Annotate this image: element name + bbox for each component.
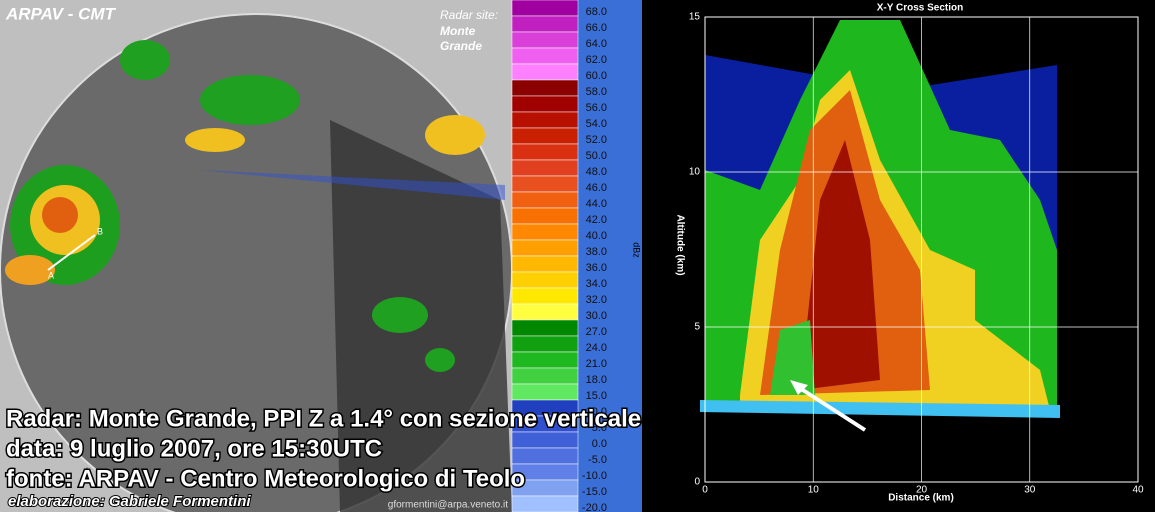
scale-label: 21.0 bbox=[586, 358, 607, 370]
scale-unit: dBz bbox=[632, 242, 642, 258]
y-tick-label: 15 bbox=[689, 12, 701, 23]
scale-label: 0.0 bbox=[592, 438, 607, 450]
x-tick-label: 40 bbox=[1132, 485, 1144, 496]
scale-swatch bbox=[511, 431, 579, 449]
site-name: Monte bbox=[440, 24, 476, 38]
section-echoes bbox=[700, 20, 1060, 418]
site-name: Grande bbox=[440, 39, 482, 53]
scale-swatch bbox=[511, 351, 579, 369]
scale-swatch bbox=[511, 271, 579, 289]
point-label: A bbox=[48, 270, 54, 280]
x-tick-label: 30 bbox=[1024, 485, 1036, 496]
scale-label: 15.0 bbox=[586, 390, 607, 402]
scale-label: 30.0 bbox=[586, 310, 607, 322]
scale-label: 10.0 bbox=[586, 406, 607, 418]
scale-swatch bbox=[511, 495, 579, 512]
scale-swatch bbox=[511, 319, 579, 337]
arrow-head bbox=[790, 380, 808, 395]
scale-swatch bbox=[511, 63, 579, 81]
scale-swatch bbox=[511, 367, 579, 385]
scale-label: 50.0 bbox=[586, 150, 607, 162]
caption-line: fonte: ARPAV - Centro Meteorologico di T… bbox=[6, 465, 525, 492]
scale-label: 68.0 bbox=[586, 6, 607, 18]
scale-label: 38.0 bbox=[586, 246, 607, 258]
scale-label: 64.0 bbox=[586, 38, 607, 50]
scale-label: 42.0 bbox=[586, 214, 607, 226]
scale-swatch bbox=[511, 31, 579, 49]
y-tick-label: 10 bbox=[689, 167, 701, 178]
x-axis-label: Distance (km) bbox=[888, 493, 954, 504]
email: gformentini@arpa.veneto.it bbox=[388, 500, 508, 511]
scale-label: 18.0 bbox=[586, 374, 607, 386]
scale-swatch bbox=[511, 335, 579, 353]
x-tick-label: 0 bbox=[702, 485, 708, 496]
y-tick-label: 0 bbox=[694, 477, 700, 488]
scale-label: 62.0 bbox=[586, 54, 607, 66]
scale-swatch bbox=[511, 79, 579, 97]
scale-swatch bbox=[511, 127, 579, 145]
scale-swatch bbox=[511, 207, 579, 225]
scale-label: 66.0 bbox=[586, 22, 607, 34]
scale-swatch bbox=[511, 175, 579, 193]
scale-panel bbox=[578, 0, 642, 512]
caption-line: Radar: Monte Grande, PPI Z a 1.4° con se… bbox=[6, 405, 641, 432]
radar-title: ARPAV - CMT bbox=[5, 4, 117, 23]
cross-section-axes: 0 10 20 30 40 0 5 10 15 bbox=[689, 12, 1144, 496]
section-title: X-Y Cross Section bbox=[877, 3, 964, 14]
x-tick-label: 20 bbox=[916, 485, 928, 496]
scale-swatch bbox=[511, 447, 579, 465]
scale-swatch bbox=[511, 383, 579, 401]
scale-label: 54.0 bbox=[586, 118, 607, 130]
scale-swatch bbox=[511, 15, 579, 33]
y-axis-label: Altitude (km) bbox=[674, 214, 685, 275]
scale-label: -15.0 bbox=[582, 486, 607, 498]
scale-label: -20.0 bbox=[582, 502, 607, 512]
scale-label: 32.0 bbox=[586, 294, 607, 306]
scale-swatch bbox=[511, 47, 579, 65]
y-tick-label: 5 bbox=[694, 322, 700, 333]
x-tick-label: 10 bbox=[808, 485, 820, 496]
scale-swatch bbox=[511, 303, 579, 321]
scale-label: 58.0 bbox=[586, 86, 607, 98]
scale-label: 48.0 bbox=[586, 166, 607, 178]
scale-swatch bbox=[511, 159, 579, 177]
scale-label: 56.0 bbox=[586, 102, 607, 114]
scale-label: 34.0 bbox=[586, 278, 607, 290]
scale-label: 5.0 bbox=[592, 422, 607, 434]
scale-label: 52.0 bbox=[586, 134, 607, 146]
author: elaborazione: Gabriele Formentini bbox=[8, 493, 251, 510]
scale-swatch bbox=[511, 223, 579, 241]
section-line bbox=[47, 234, 96, 271]
scale-label: 24.0 bbox=[586, 342, 607, 354]
point-label: B bbox=[97, 226, 103, 236]
scale-label: 44.0 bbox=[586, 198, 607, 210]
caption-line: data: 9 luglio 2007, ore 15:30UTC bbox=[6, 435, 382, 462]
scale-swatch bbox=[511, 0, 579, 17]
scale-swatch bbox=[511, 287, 579, 305]
scale-label: 36.0 bbox=[586, 262, 607, 274]
scale-swatch bbox=[511, 255, 579, 273]
color-scale: 68.0 66.0 64.0 62.0 60.0 58.0 56.0 54.0 52.0 50.0… bbox=[511, 0, 607, 512]
scale-label: 40.0 bbox=[586, 230, 607, 242]
site-label: Radar site: bbox=[440, 8, 498, 22]
scale-label: -5.0 bbox=[588, 454, 607, 466]
scale-swatch bbox=[511, 95, 579, 113]
scale-swatch bbox=[511, 111, 579, 129]
scale-swatch bbox=[511, 143, 579, 161]
scale-label: 46.0 bbox=[586, 182, 607, 194]
scale-label: 60.0 bbox=[586, 70, 607, 82]
echoes bbox=[5, 40, 505, 372]
scale-swatch bbox=[511, 239, 579, 257]
scale-label: -10.0 bbox=[582, 470, 607, 482]
scale-swatch bbox=[511, 191, 579, 209]
arrow bbox=[793, 383, 867, 432]
scale-label: 27.0 bbox=[586, 326, 607, 338]
